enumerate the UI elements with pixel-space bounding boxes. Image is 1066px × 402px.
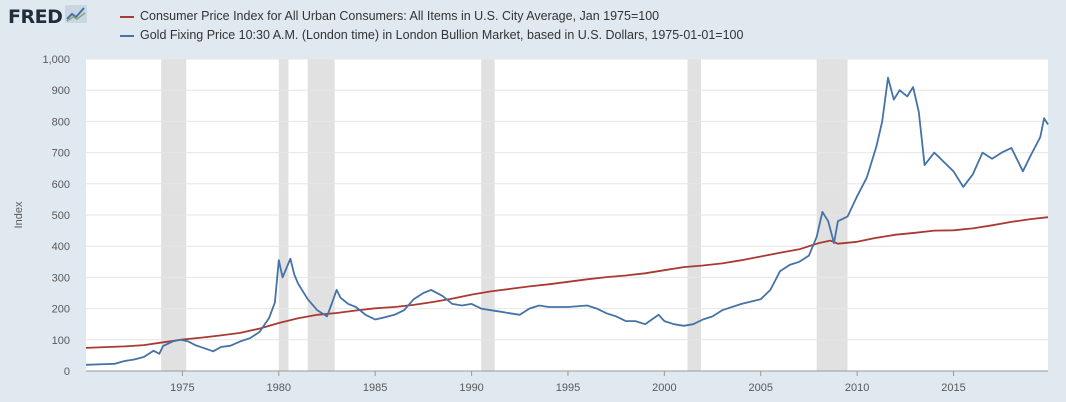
y-tick-label: 900 [52, 85, 70, 97]
legend-item-cpi[interactable]: Consumer Price Index for All Urban Consu… [120, 7, 743, 26]
y-tick-label: 500 [52, 210, 70, 222]
y-tick-label: 200 [52, 304, 70, 316]
y-tick-label: 100 [52, 335, 70, 347]
x-tick-label: 2010 [845, 382, 869, 394]
y-tick-label: 400 [52, 241, 70, 253]
x-tick-label: 2015 [941, 382, 965, 394]
x-tick-label: 1975 [170, 382, 194, 394]
y-axis-label: Index [13, 201, 25, 228]
x-tick-label: 1990 [459, 382, 483, 394]
y-tick-label: 0 [64, 366, 70, 378]
y-tick-label: 300 [52, 272, 70, 284]
fred-logo[interactable]: FRED [8, 5, 88, 28]
series-line-gold [85, 76, 1049, 366]
x-tick-label: 1985 [363, 382, 387, 394]
legend-swatch-gold [120, 34, 134, 37]
fred-chart-icon [65, 5, 88, 28]
y-tick-label: 800 [52, 116, 70, 128]
x-tick-label: 1980 [267, 382, 291, 394]
series-line-cpi [85, 216, 1049, 349]
chart-legend: Consumer Price Index for All Urban Consu… [120, 7, 743, 45]
y-tick-label: 1,000 [42, 54, 70, 66]
legend-item-gold[interactable]: Gold Fixing Price 10:30 A.M. (London tim… [120, 26, 743, 45]
fred-logo-text: FRED [8, 5, 63, 28]
legend-label-gold: Gold Fixing Price 10:30 A.M. (London tim… [140, 28, 744, 42]
legend-swatch-cpi [120, 15, 134, 18]
x-tick-label: 1995 [556, 382, 580, 394]
x-tick-label: 2005 [749, 382, 773, 394]
legend-label-cpi: Consumer Price Index for All Urban Consu… [140, 9, 660, 23]
y-tick-label: 600 [52, 179, 70, 191]
x-tick-label: 2000 [652, 382, 676, 394]
y-tick-label: 700 [52, 148, 70, 160]
